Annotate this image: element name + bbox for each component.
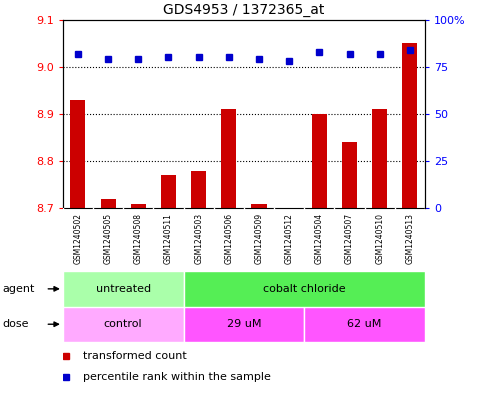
- Text: transformed count: transformed count: [83, 351, 186, 361]
- Bar: [191, 171, 206, 208]
- Text: GSM1240507: GSM1240507: [345, 213, 354, 264]
- Bar: [402, 43, 417, 208]
- Text: untreated: untreated: [96, 284, 151, 294]
- Bar: [161, 175, 176, 208]
- Bar: [304, 307, 425, 342]
- Text: GSM1240504: GSM1240504: [315, 213, 324, 264]
- Text: GSM1240506: GSM1240506: [224, 213, 233, 264]
- Bar: [312, 114, 327, 208]
- Text: 29 uM: 29 uM: [227, 319, 261, 329]
- Bar: [342, 142, 357, 208]
- Text: GSM1240502: GSM1240502: [73, 213, 83, 264]
- Text: GSM1240508: GSM1240508: [134, 213, 143, 264]
- Text: GSM1240505: GSM1240505: [103, 213, 113, 264]
- Text: GSM1240503: GSM1240503: [194, 213, 203, 264]
- Text: GSM1240509: GSM1240509: [255, 213, 264, 264]
- Text: percentile rank within the sample: percentile rank within the sample: [83, 372, 270, 382]
- Bar: [63, 307, 184, 342]
- Bar: [184, 307, 304, 342]
- Title: GDS4953 / 1372365_at: GDS4953 / 1372365_at: [163, 3, 325, 17]
- Bar: [221, 109, 236, 208]
- Text: GSM1240512: GSM1240512: [284, 213, 294, 264]
- Text: GSM1240510: GSM1240510: [375, 213, 384, 264]
- Bar: [131, 204, 146, 208]
- Bar: [63, 271, 184, 307]
- Text: GSM1240511: GSM1240511: [164, 213, 173, 264]
- Bar: [184, 271, 425, 307]
- Bar: [100, 199, 115, 208]
- Bar: [71, 100, 85, 208]
- Text: dose: dose: [2, 319, 29, 329]
- Bar: [252, 204, 267, 208]
- Text: GSM1240513: GSM1240513: [405, 213, 414, 264]
- Text: control: control: [104, 319, 142, 329]
- Bar: [372, 109, 387, 208]
- Text: 62 uM: 62 uM: [347, 319, 382, 329]
- Text: agent: agent: [2, 284, 35, 294]
- Text: cobalt chloride: cobalt chloride: [263, 284, 346, 294]
